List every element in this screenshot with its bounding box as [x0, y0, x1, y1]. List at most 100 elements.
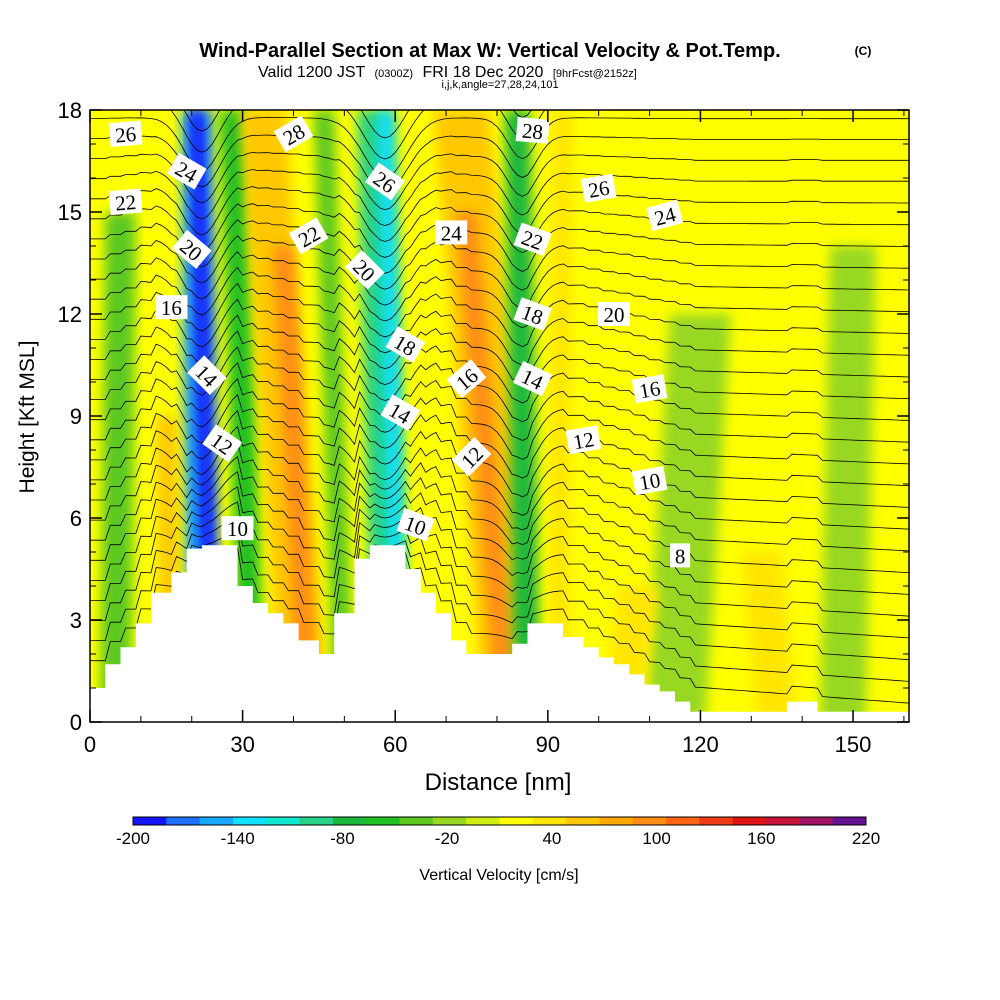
contour-label-box [513, 222, 552, 256]
contour-label-box [344, 250, 385, 290]
colorbar-swatch [299, 817, 334, 825]
contour-label: 12 [565, 425, 602, 454]
contour-label-box [202, 424, 243, 463]
grid-indices: i,j,k,angle=27,28,24,101 [441, 79, 558, 91]
isentrope-line [90, 282, 909, 348]
colorbar-swatch [432, 817, 467, 825]
contour-label: 26 [108, 120, 143, 148]
velocity-band [273, 246, 319, 722]
isentrope-line [90, 455, 909, 574]
colorbar-swatch [133, 817, 167, 825]
colorbar-swatch [832, 817, 867, 825]
colorbar-tick-label: 160 [747, 829, 775, 848]
y-axis-label: Height [Kft MSL] [16, 341, 39, 494]
contour-label-text: 10 [227, 517, 248, 541]
colorbar-tick-label: -200 [116, 829, 150, 848]
velocity-band [504, 110, 541, 722]
x-tick-label: 0 [84, 732, 96, 757]
isentrope-line [90, 235, 909, 291]
contour-label: 26 [580, 173, 617, 203]
isentrope-line [90, 471, 909, 595]
contour-label: 24 [646, 199, 684, 232]
x-tick-label: 60 [383, 732, 407, 757]
isentrope-line [90, 362, 909, 443]
contour-label: 24 [435, 220, 468, 245]
contour-label-box [273, 115, 314, 153]
colorbar-frame [132, 816, 867, 826]
colorbar-swatch [332, 817, 367, 825]
contour-label-box [598, 302, 630, 326]
contour-label-box [446, 359, 487, 399]
contour-label-text: 26 [114, 122, 137, 148]
colorbar-tick-label: 100 [642, 829, 670, 848]
velocity-band [819, 246, 876, 722]
isentrope-line [90, 501, 909, 639]
contour-label: 10 [221, 516, 254, 541]
contour-label-text: 26 [586, 176, 611, 203]
terrain [90, 545, 909, 722]
colorbar-label: Vertical Velocity [cm/s] [419, 867, 578, 884]
colorbar-swatch [699, 817, 734, 825]
velocity-band [644, 314, 731, 722]
contour-label-box [187, 355, 227, 395]
isentrope-line [90, 134, 909, 195]
colorbar-swatch [399, 817, 434, 825]
valid-utc: (0300Z) [374, 68, 413, 80]
isentrope-line [170, 110, 546, 160]
contour-label-box [580, 173, 617, 203]
isentrope-line [90, 203, 909, 258]
velocity-band [456, 212, 518, 722]
valid-prefix: Valid 1200 JST [258, 64, 366, 81]
y-tick-label: 6 [70, 506, 82, 531]
isentrope-line [90, 186, 909, 242]
contour-label-box [396, 508, 435, 542]
contour-label-box [670, 543, 691, 568]
contour-label-box [365, 162, 405, 201]
colorbar-swatch [599, 817, 634, 825]
colorbar-swatch [366, 817, 400, 825]
isentrope-line [90, 346, 909, 423]
colorbar-tick-label: -20 [435, 829, 460, 848]
contour-label-text: 16 [637, 376, 662, 403]
contour-label-box [515, 117, 550, 144]
isentrope-line [90, 266, 909, 329]
colorbar-swatch [199, 817, 234, 825]
contour-labels: 2622242016141210282226201814102416122822… [108, 115, 691, 568]
contour-label-box [288, 217, 329, 255]
isentrope-line [90, 486, 909, 617]
contour-label-text: 12 [571, 427, 596, 454]
contour-label-text: 24 [441, 221, 463, 245]
colorbar-swatch [566, 817, 600, 825]
contour-label: 16 [631, 374, 668, 403]
colorbar-swatch [466, 817, 500, 825]
plot-area: 2622242016141210282226201814102416122822… [90, 110, 909, 722]
colorbar: -200 -140 -80 -20 40 100 160 220 [116, 816, 880, 848]
contour-label-box [108, 188, 143, 216]
valid-date: FRI 18 Dec 2020 [422, 64, 543, 81]
isentrope-line [90, 393, 909, 487]
y-tick-label: 9 [70, 404, 82, 429]
isentrope-line [90, 298, 909, 366]
contour-label-text: 8 [675, 544, 686, 568]
velocity-band [547, 110, 574, 722]
isentrope-line [90, 250, 909, 310]
x-tick-label: 120 [682, 732, 719, 757]
contour-label-box [646, 199, 684, 232]
contour-label-text: 16 [161, 296, 182, 320]
contour-label-box [435, 220, 468, 245]
contour-label: 10 [631, 466, 668, 495]
isentrope-line [90, 330, 909, 404]
contour-label-box [451, 437, 492, 477]
y-tick-label: 15 [58, 200, 82, 225]
velocity-band [741, 552, 798, 722]
isentrope-line [90, 378, 909, 465]
valid-time: Valid 1200 JST (0300Z) FRI 18 Dec 2020 [… [258, 64, 637, 81]
colorbar-swatch [766, 817, 800, 825]
colorbar-swatch [532, 817, 567, 825]
y-tick-label: 12 [58, 302, 82, 327]
colorbar-swatch [666, 817, 700, 825]
isentrope-line [90, 409, 909, 508]
contour-label: 14 [380, 394, 421, 431]
colorbar-swatch [233, 817, 267, 825]
y-tick-label: 3 [70, 608, 82, 633]
